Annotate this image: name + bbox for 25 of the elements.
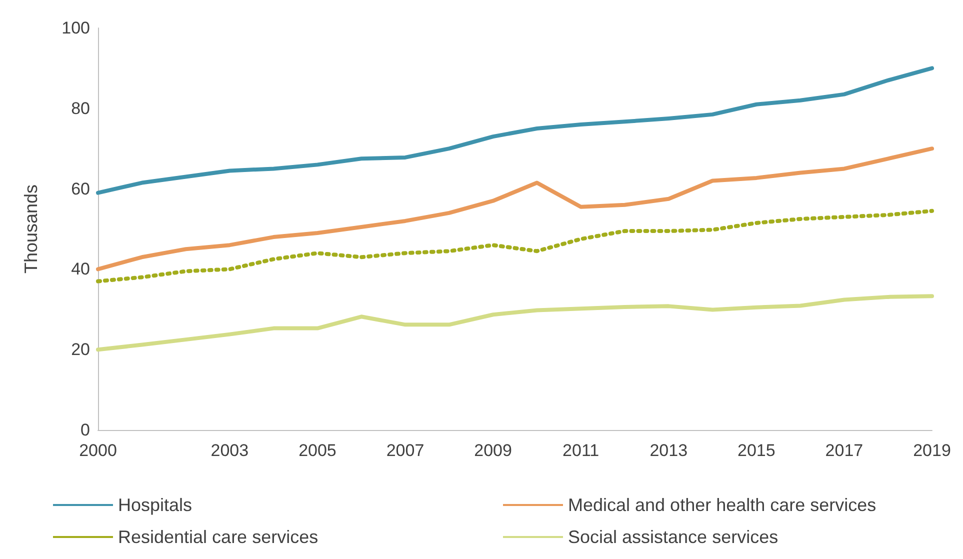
y-tick-label: 40	[71, 260, 90, 279]
line-series	[96, 294, 934, 352]
x-tick-label: 2011	[562, 441, 600, 460]
x-tick-label: 2013	[650, 441, 688, 460]
x-tick-label: 2015	[738, 441, 776, 460]
y-tick-label: 60	[71, 179, 90, 198]
x-tick-label: 2005	[298, 441, 336, 460]
y-tick-label: 20	[71, 340, 90, 360]
x-tick-label: 2003	[210, 441, 249, 460]
y-tick-label: 80	[71, 98, 90, 118]
legend-label: Social assistance services	[568, 527, 778, 547]
line-series	[96, 146, 934, 272]
x-tick-label: 2009	[474, 441, 512, 460]
y-tick-label: 100	[62, 18, 90, 38]
y-tick-label: 0	[80, 420, 90, 440]
x-tick-label: 2017	[825, 441, 864, 460]
legend-label: Residential care services	[118, 527, 318, 547]
x-tick-label: 2000	[79, 441, 117, 460]
legend-label: Medical and other health care services	[568, 495, 876, 515]
x-tick-label: 2007	[386, 441, 424, 460]
line-series	[96, 208, 934, 284]
x-tick-label: 2019	[913, 441, 951, 460]
y-axis-title: Thousands	[21, 184, 41, 274]
line-series	[96, 66, 934, 195]
legend-label: Hospitals	[118, 495, 192, 515]
